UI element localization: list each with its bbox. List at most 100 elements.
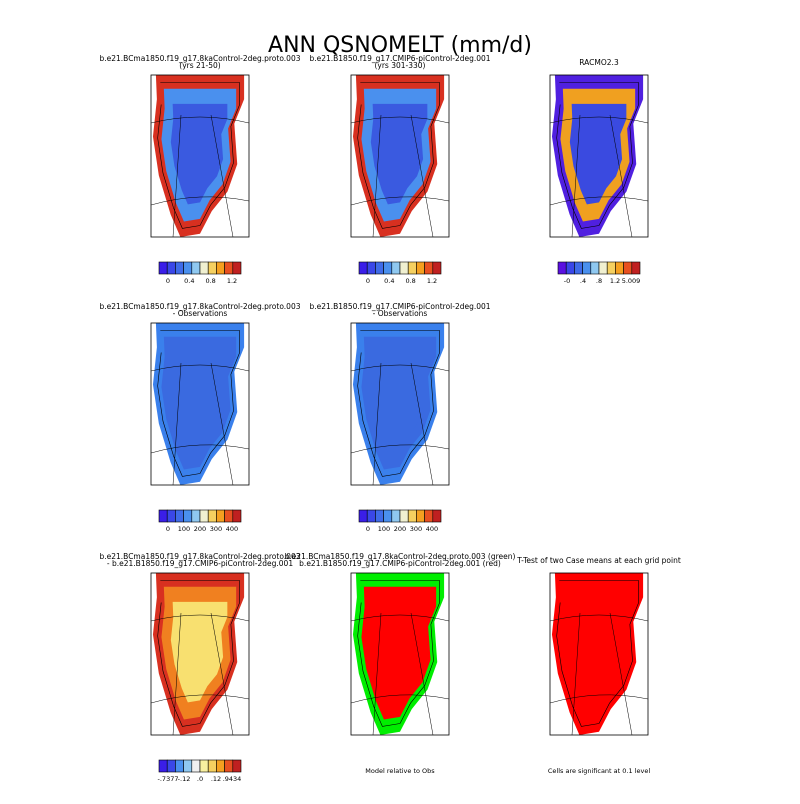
parallel [549,196,649,206]
land-interior [170,601,228,703]
meridian [410,362,434,486]
panel-title: b.e21.B1850.f19_g17.CMIP6-piControl-2deg… [309,302,490,311]
colorbar-label: .9434 [223,775,242,783]
panel-title: b.e21.BCma1850.f19_g17.8kaControl-2deg.p… [100,54,301,63]
colorbar-label: 5.009 [622,277,641,285]
meridian [372,114,382,238]
coastline [157,330,240,477]
colorbar-box [216,759,225,773]
panel-title: b.e21.BCma1850.f19_g17.8kaControl-2deg.p… [100,302,301,311]
coastline [357,330,440,477]
meridian [609,612,633,736]
figure-title: ANN QSNOMELT (mm/d) [268,33,532,58]
coastline [357,580,440,727]
parallel [350,116,450,124]
colorbar-box [191,759,201,773]
map-frame [150,74,250,238]
map-frame [150,572,250,736]
colorbar-label: 0.4 [384,277,394,285]
colorbar-box [216,509,225,523]
meridian [172,612,182,736]
map [150,322,250,486]
coastline [157,580,240,727]
map-frame [549,572,649,736]
meridian [210,362,234,486]
colorbar-label: 200 [394,525,406,533]
panel-title: RACMO2.3 [579,58,619,67]
panel-note: Cells are significant at 0.1 level [548,767,650,775]
land-interior [370,601,428,703]
colorbar-box [407,509,417,523]
colorbar-box [383,509,393,523]
colorbar-label: 1.2 [227,277,237,285]
map [350,572,450,736]
colorbar-box [207,509,217,523]
colorbar-label: 0.8 [405,277,415,285]
coastline [157,82,240,229]
colorbar-label: -.12 [178,775,191,783]
colorbar-box [432,509,442,523]
map-frame [150,322,250,486]
colorbar-box [606,261,616,275]
parallel [549,116,649,124]
colorbar-box [358,509,368,523]
colorbar-label: 1.2 [427,277,437,285]
colorbar-label: 0.8 [205,277,215,285]
parallel [150,196,250,206]
map [350,322,450,486]
colorbar-box [199,509,209,523]
colorbar-box [232,759,242,773]
colorbar-box [158,509,168,523]
colorbar-label: 0 [166,277,170,285]
land-interior [569,103,627,205]
map-frame [350,322,450,486]
land-interior [370,351,428,453]
parallel [350,444,450,454]
meridian [172,114,182,238]
colorbar-box [582,261,592,275]
colorbar-box [183,759,193,773]
colorbar-box [391,509,401,523]
colorbar-label: 0 [366,525,370,533]
colorbar-box [391,261,401,275]
colorbar-box [375,261,384,275]
colorbar-box [175,261,184,275]
colorbar-box [631,261,641,275]
panel-title: - b.e21.B1850.f19_g17.CMIP6-piControl-2d… [107,559,293,568]
parallel [549,614,649,622]
colorbar-box [191,509,201,523]
colorbar-box [183,261,193,275]
map-frame [350,572,450,736]
colorbar-label: -.7377 [158,775,179,783]
parallel [150,614,250,622]
colorbar-box [590,261,600,275]
panel-title: b.e21.BCma1850.f19_g17.8kaControl-2deg.p… [100,552,301,561]
colorbar-box [207,759,217,773]
parallel [350,614,450,622]
colorbar-box [416,509,425,523]
coastline [556,82,639,229]
colorbar-box [224,759,234,773]
meridian [571,114,581,238]
parallel [150,116,250,124]
meridian [609,114,633,238]
colorbar-box [375,509,384,523]
parallel [150,364,250,372]
colorbar-box [424,261,434,275]
colorbar-box [399,261,409,275]
meridian [410,612,434,736]
meridian [372,612,382,736]
colorbar-box [232,509,242,523]
colorbar-label: 0 [166,525,170,533]
colorbar-box [199,759,209,773]
colorbar-box [366,509,376,523]
land-interior [170,351,228,453]
panel-title: - Observations [373,309,428,318]
parallel [350,694,450,704]
colorbar-label: .8 [596,277,602,285]
colorbar-box [366,261,376,275]
colorbar-box [191,261,201,275]
colorbar-box [175,759,184,773]
meridian [172,362,182,486]
map [150,74,250,238]
